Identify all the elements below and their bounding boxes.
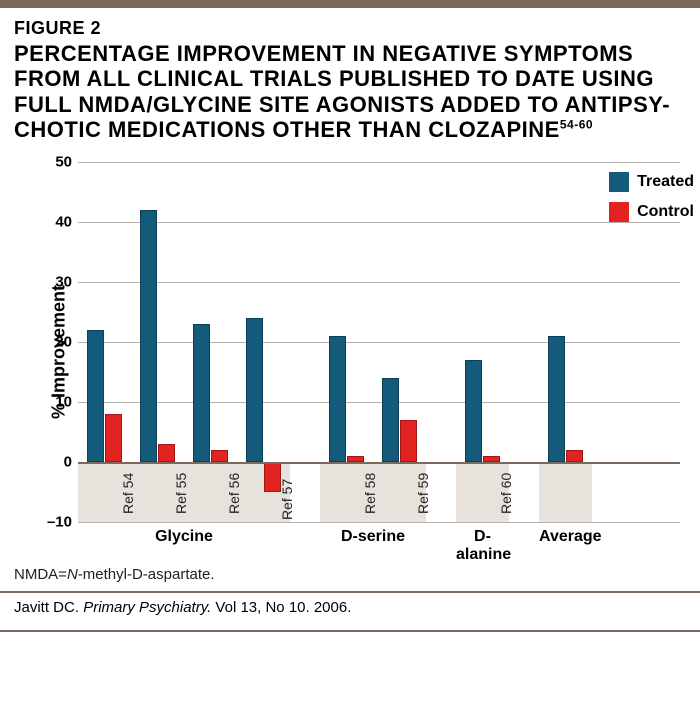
zero-line [78, 462, 680, 464]
gridline [78, 402, 680, 403]
ytick-label: 10 [38, 394, 72, 411]
bar-control [158, 444, 175, 462]
top-rule [0, 0, 700, 8]
bar-control [211, 450, 228, 462]
ytick-label: 50 [38, 154, 72, 171]
figure-label: FIGURE 2 [0, 18, 700, 41]
ytick-label: 20 [38, 334, 72, 351]
ref-label: Ref 58 [362, 473, 378, 514]
ref-label: Ref 59 [415, 473, 431, 514]
group-label: Glycine [78, 528, 290, 546]
bar-treated [246, 318, 263, 462]
bar-treated [548, 336, 565, 462]
bar-treated [193, 324, 210, 462]
ytick-label: –10 [38, 514, 72, 531]
bottom-rule [0, 591, 700, 593]
ref-label: Ref 57 [279, 479, 295, 520]
chart: % Improvement Treated Control –100102030… [0, 152, 700, 552]
ref-label: Ref 60 [498, 473, 514, 514]
gridline [78, 342, 680, 343]
bar-control [105, 414, 122, 462]
group-label: D-alanine [456, 528, 509, 564]
bar-treated [382, 378, 399, 462]
bar-control [566, 450, 583, 462]
gridline [78, 162, 680, 163]
gridline [78, 522, 680, 523]
thin-rule [0, 630, 700, 632]
bar-treated [140, 210, 157, 462]
ref-label: Ref 54 [120, 473, 136, 514]
figure-container: FIGURE 2 PERCENTAGE IMPROVEMENT IN NEGAT… [0, 0, 700, 632]
bar-treated [87, 330, 104, 462]
ref-label: Ref 55 [173, 473, 189, 514]
group-label: Average [539, 528, 592, 546]
bar-control [400, 420, 417, 462]
ytick-label: 0 [38, 454, 72, 471]
footnote: NMDA=N-methyl-D-aspartate. [0, 552, 700, 591]
group-label: D-serine [320, 528, 426, 546]
bar-treated [329, 336, 346, 462]
bar-treated [465, 360, 482, 462]
citation: Javitt DC. Primary Psychiatry. Vol 13, N… [0, 599, 700, 626]
plot-area: –1001020304050Ref 54Ref 55Ref 56Ref 57Re… [78, 162, 680, 522]
ytick-label: 40 [38, 214, 72, 231]
ref-label: Ref 56 [226, 473, 242, 514]
figure-title: PERCENTAGE IMPROVEMENT IN NEGATIVE SYMPT… [0, 41, 700, 152]
gridline [78, 282, 680, 283]
ytick-label: 30 [38, 274, 72, 291]
group-band [539, 462, 592, 522]
gridline [78, 222, 680, 223]
